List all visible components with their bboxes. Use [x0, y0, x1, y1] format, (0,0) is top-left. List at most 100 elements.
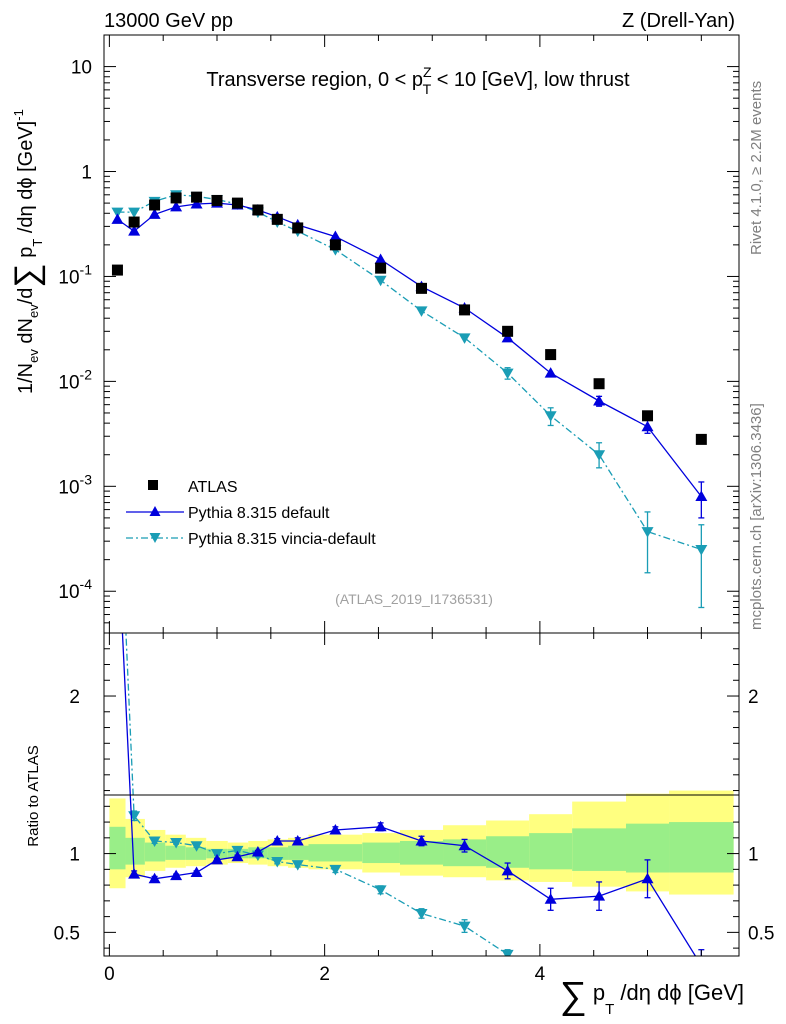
ratio-band-inner — [144, 842, 166, 862]
ratio-y-tick-label-right: 0.5 — [748, 923, 774, 944]
default-main-marker — [544, 367, 557, 378]
x-axis-label: ∑ pT /dη dϕ [GeV] — [560, 975, 744, 1018]
header-process: 13000 GeV pp — [104, 10, 233, 32]
atlas-data-point — [231, 197, 243, 209]
default-ratio-marker — [231, 850, 244, 862]
vincia-ratio-marker — [329, 864, 342, 876]
vincia-ratio-marker — [170, 838, 183, 849]
main-panel-title: Transverse region, 0 < pZ T < 10 [GeV], l… — [206, 64, 630, 97]
rivet-version-label: Rivet 4.1.0, ≥ 2.2M events — [748, 81, 765, 255]
ratio-band-inner — [362, 842, 400, 864]
vincia-main-marker — [415, 306, 428, 317]
ratio-panel-frame — [103, 632, 740, 957]
ratio-band-inner — [308, 844, 363, 862]
vincia-ratio-marker — [291, 860, 304, 871]
main-y-tick-label: 10 — [71, 58, 92, 79]
atlas-data-point — [642, 410, 654, 422]
default-ratio-marker — [641, 872, 654, 884]
default-ratio-marker — [501, 864, 514, 876]
atlas-data-point — [149, 199, 161, 211]
default-ratio-marker — [374, 820, 387, 832]
ratio-band-inner — [572, 828, 626, 871]
default-main-marker — [190, 198, 203, 209]
default-ratio-marker — [170, 869, 183, 881]
legend-vincia-label: Pythia 8.315 vincia-default — [188, 531, 376, 548]
vincia-ratio-marker — [111, 439, 123, 450]
ratio-band-inner — [529, 833, 573, 870]
default-main-line — [117, 202, 702, 497]
default-main-marker — [374, 253, 387, 265]
vincia-ratio-marker — [271, 856, 284, 868]
default-ratio-marker — [148, 872, 161, 884]
main-panel-series — [111, 190, 708, 609]
default-ratio-marker — [329, 823, 342, 835]
default-ratio-marker — [695, 959, 707, 970]
default-main-marker — [695, 490, 708, 501]
header-channel: Z (Drell-Yan) — [622, 10, 735, 32]
ratio-y-tick-label-right: 2 — [748, 687, 759, 708]
atlas-data-point — [111, 264, 123, 276]
vincia-main-marker — [374, 275, 387, 287]
atlas-data-point — [170, 192, 182, 204]
mcplots-label: mcplots.cern.ch [arXiv:1306.3436] — [748, 403, 765, 630]
atlas-data-point — [695, 433, 707, 445]
default-main-marker — [501, 331, 514, 343]
atlas-data-point — [191, 191, 203, 203]
main-y-tick-label: 10-3 — [58, 471, 92, 498]
default-main-marker — [170, 200, 183, 212]
main-y-tick-label: 1 — [81, 163, 92, 184]
x-tick-label: 4 — [535, 964, 546, 985]
vincia-ratio-marker — [148, 836, 161, 847]
legend-vincia-marker — [149, 533, 161, 543]
default-ratio-marker — [190, 866, 203, 877]
atlas-data-point — [211, 194, 223, 206]
atlas-data-point — [292, 222, 304, 234]
default-main-marker — [128, 225, 141, 236]
atlas-data-point — [545, 349, 557, 361]
default-main-marker — [329, 230, 342, 242]
ratio-y-tick-label-left: 0.5 — [54, 923, 80, 944]
vincia-main-marker — [593, 450, 606, 461]
default-ratio-marker — [111, 525, 123, 536]
atlas-data-point — [502, 325, 514, 337]
default-main-marker — [111, 213, 124, 224]
ratio-y-axis-label: Ratio to ATLAS — [25, 745, 42, 846]
ratio-band-inner — [399, 840, 444, 865]
legend-default-marker — [149, 506, 161, 516]
main-axis-ticks: 10-4 10-3 10-2 10-1 1 10 — [58, 34, 739, 634]
analysis-watermark: (ATLAS_2019_I1736531) — [335, 591, 493, 607]
legend-atlas-marker — [148, 480, 158, 490]
default-ratio-marker — [271, 834, 284, 846]
vincia-ratio-marker — [501, 949, 514, 956]
default-ratio-marker — [458, 839, 471, 851]
default-ratio-marker — [544, 893, 557, 904]
ratio-uncertainty-bands — [109, 790, 734, 895]
ratio-y-tick-label-left: 2 — [69, 687, 80, 708]
vincia-main-marker — [641, 527, 654, 538]
vincia-main-marker — [544, 411, 557, 422]
main-y-tick-label: 10-1 — [58, 261, 92, 288]
vincia-main-marker — [111, 207, 124, 219]
vincia-main-marker — [128, 207, 141, 219]
x-tick-label: 2 — [319, 964, 330, 985]
default-main-marker — [148, 208, 161, 219]
ratio-y-tick-label-right: 1 — [748, 845, 759, 866]
ratio-band-inner — [125, 837, 145, 865]
atlas-data-point — [128, 216, 140, 228]
vincia-main-marker — [501, 368, 514, 380]
atlas-data-point — [271, 213, 283, 225]
vincia-main-line — [117, 194, 702, 551]
legend-default-label: Pythia 8.315 default — [188, 505, 330, 522]
default-ratio-marker — [291, 834, 304, 846]
vincia-ratio-marker — [458, 921, 471, 933]
ratio-band-inner — [669, 822, 734, 873]
ratio-band-inner — [288, 845, 309, 860]
vincia-ratio-marker — [415, 908, 428, 920]
default-ratio-marker — [128, 868, 141, 879]
ratio-band-inner — [109, 826, 126, 870]
atlas-data-point — [593, 378, 605, 390]
atlas-data-point — [416, 282, 427, 294]
x-tick-label: 0 — [104, 964, 115, 985]
ratio-band-inner — [267, 847, 289, 860]
